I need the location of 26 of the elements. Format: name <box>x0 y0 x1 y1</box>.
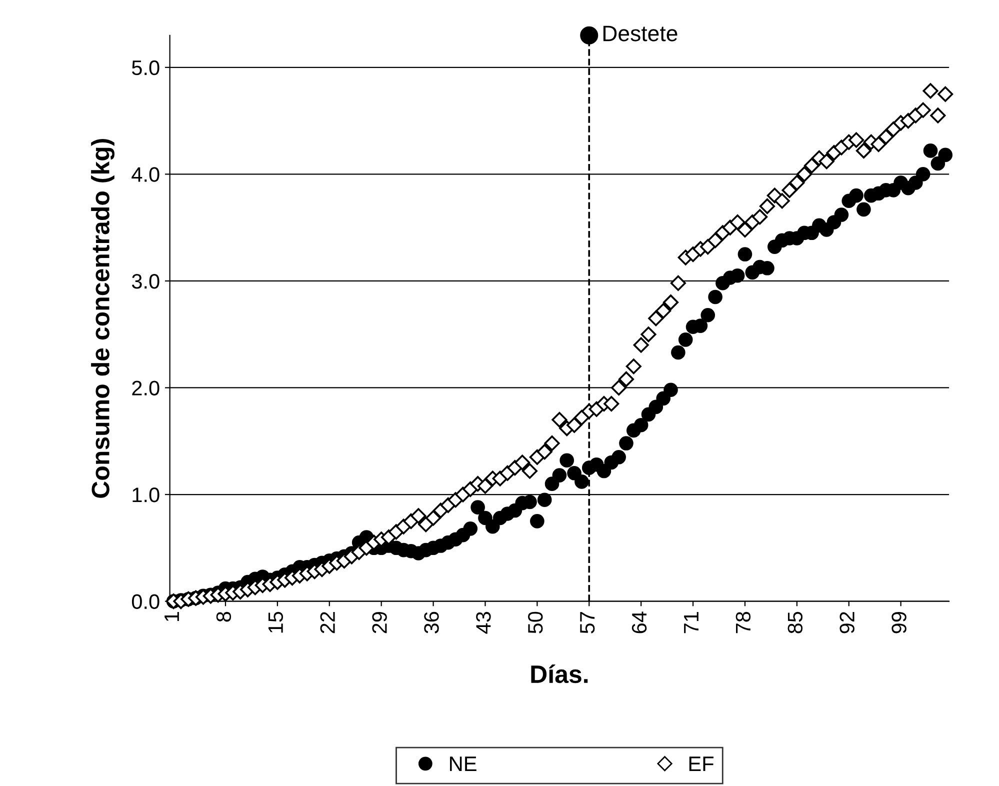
y-tick-label: 0.0 <box>132 594 160 610</box>
y-tick-label: 3.0 <box>132 274 160 289</box>
ref-line-label: Destete <box>603 26 678 42</box>
x-tick-label: 8 <box>216 612 232 622</box>
y-tick-label: 5.0 <box>132 60 160 76</box>
x-tick-label: 43 <box>476 612 491 634</box>
y-tick-label: 1.0 <box>132 488 160 502</box>
y-axis-title: Consumo de concentrado (kg) <box>91 138 114 498</box>
x-tick-label: 50 <box>528 612 543 634</box>
x-tick-label: 57 <box>580 612 595 634</box>
x-tick-label: 92 <box>840 612 854 634</box>
legend-label: NE <box>450 756 476 771</box>
x-tick-label: 22 <box>320 612 335 634</box>
x-tick-label: 71 <box>684 612 698 634</box>
x-tick-label: 29 <box>372 612 387 634</box>
x-tick-label: 36 <box>424 612 439 634</box>
x-tick-label: 64 <box>632 612 647 634</box>
x-tick-label: 1 <box>164 612 179 622</box>
x-tick-label: 15 <box>268 612 284 633</box>
y-tick-label: 2.0 <box>132 380 160 396</box>
x-tick-label: 85 <box>788 612 803 634</box>
legend-label: EF <box>689 756 714 771</box>
y-tick-label: 4.0 <box>132 167 160 182</box>
x-axis-title: Días. <box>531 664 588 684</box>
x-tick-label: 99 <box>892 612 906 634</box>
x-tick-label: 78 <box>736 612 751 634</box>
